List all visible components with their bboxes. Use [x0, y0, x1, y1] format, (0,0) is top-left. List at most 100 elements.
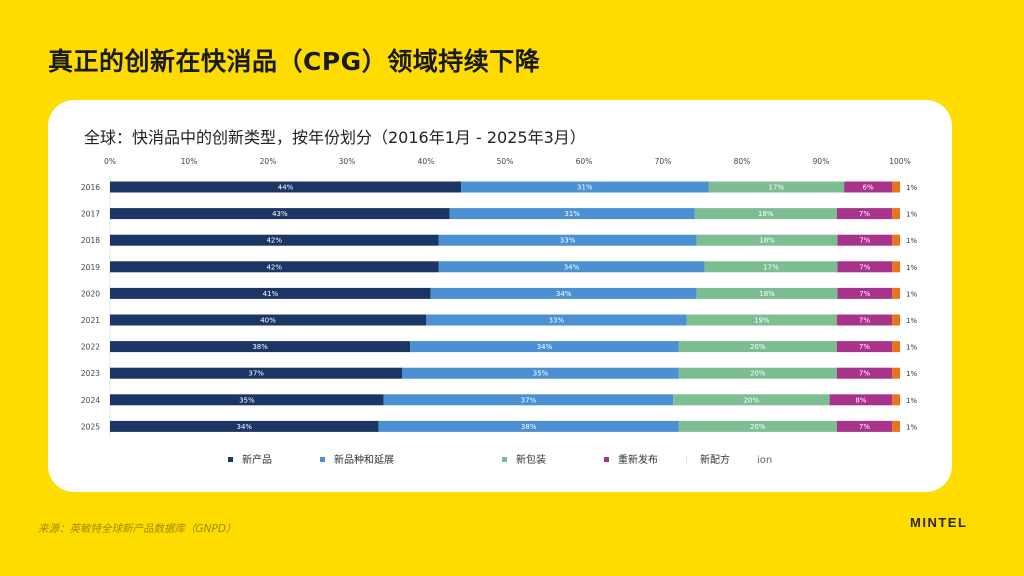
bar-segment [402, 367, 679, 379]
bar-segment [836, 420, 893, 432]
bar-segment [892, 394, 900, 406]
data-label: 1% [906, 423, 917, 431]
bar-segment [110, 208, 450, 220]
chart-title: 全球：快消品中的创新类型，按年份划分（2016年1月 - 2025年3月） [84, 128, 586, 147]
y-tick-label: 2019 [81, 263, 100, 272]
data-label: 7% [859, 370, 870, 378]
legend-label: 新包装 [516, 453, 546, 466]
page-title: 真正的创新在快消品（CPG）领域持续下降 [48, 47, 541, 76]
bar-segment [892, 181, 900, 193]
data-label: 18% [759, 290, 775, 298]
data-label: 18% [759, 237, 775, 245]
data-label: 17% [769, 184, 785, 192]
data-label: 7% [859, 423, 870, 431]
legend-swatch [228, 457, 233, 462]
x-axis-ticks: 0% 10% 20% 30% 40% 50% 60% 70% 80% 90% 100% [104, 157, 911, 166]
data-label: 7% [859, 343, 870, 351]
data-label: 35% [239, 396, 255, 404]
bar-segment [892, 287, 900, 299]
bar-segment [837, 287, 893, 299]
bar-segment [378, 420, 679, 432]
bar-segment [836, 314, 893, 326]
legend-label: 重新发布 [618, 453, 658, 466]
data-label: 1% [906, 264, 917, 272]
bar-segment [844, 181, 893, 193]
data-label: 6% [863, 184, 874, 192]
data-label: 7% [859, 263, 870, 271]
legend-swatch [604, 457, 609, 462]
bar-segment [836, 341, 893, 353]
bar-segment [461, 181, 709, 193]
data-label: 18% [758, 210, 774, 218]
data-label: 1% [906, 237, 917, 245]
y-axis-labels: 2016 2017 2018 2019 2020 2021 2022 2023 2024 2025 [81, 183, 100, 431]
bar-segment [110, 341, 411, 353]
data-label: 7% [859, 290, 870, 298]
x-tick-label: 40% [418, 157, 435, 166]
data-label: 1% [906, 184, 917, 192]
x-tick-label: 90% [813, 157, 830, 166]
bar-segment [678, 367, 837, 379]
bar-segment [892, 314, 900, 326]
bar-segment [678, 420, 837, 432]
bar-segment [673, 394, 830, 406]
bar-segment [696, 287, 838, 299]
legend-label: 新品种和延展 [334, 453, 394, 466]
bar-segment [694, 208, 837, 220]
bar-segment [678, 341, 837, 353]
data-label: 8% [855, 396, 866, 404]
y-tick-label: 2022 [81, 343, 100, 352]
legend-swatch [502, 457, 507, 462]
data-label: 1% [906, 370, 917, 378]
y-tick-label: 2018 [81, 236, 100, 245]
data-label: 37% [521, 396, 537, 404]
x-tick-label: 0% [104, 157, 116, 166]
source-note: 来源：英敏特全球新产品数据库（GNPD） [38, 523, 237, 535]
data-label: 38% [252, 343, 268, 351]
data-label: 33% [560, 237, 576, 245]
bar-segment [110, 394, 384, 406]
data-label: 1% [906, 290, 917, 298]
y-tick-label: 2017 [81, 210, 100, 219]
legend: 新产品 新品种和延展 新包装 重新发布 新配方 ion [228, 453, 772, 466]
bar-segment [449, 208, 695, 220]
data-label: 42% [266, 263, 282, 271]
legend-swatch [686, 456, 687, 463]
bar-segment [708, 181, 845, 193]
data-label: 31% [577, 184, 593, 192]
x-tick-label: 50% [497, 157, 514, 166]
bar-segment [110, 367, 403, 379]
bar-segment [704, 261, 838, 273]
bar-segment [383, 394, 674, 406]
legend-swatch [320, 457, 325, 462]
data-label: 7% [859, 237, 870, 245]
legend-extra-text: ion [757, 455, 772, 466]
bar-segment [829, 394, 893, 406]
bar-segment [892, 234, 900, 246]
x-tick-label: 60% [576, 157, 593, 166]
x-tick-label: 80% [734, 157, 751, 166]
bar-segment [892, 367, 900, 379]
bar-segment [892, 261, 900, 273]
y-tick-label: 2021 [81, 316, 100, 325]
legend-label: 新产品 [242, 453, 272, 466]
x-tick-label: 10% [181, 157, 198, 166]
bar-segment [686, 314, 837, 326]
bar-segment [892, 341, 900, 353]
brand-logo: MINTEL [910, 515, 968, 530]
data-label: 1% [906, 344, 917, 352]
data-label: 7% [859, 210, 870, 218]
bar-segment [696, 234, 838, 246]
data-label: 38% [521, 423, 537, 431]
data-label: 7% [859, 317, 870, 325]
y-tick-label: 2025 [81, 422, 100, 431]
bar-segment [438, 261, 705, 273]
y-tick-label: 2016 [81, 183, 100, 192]
data-label: 34% [237, 423, 253, 431]
x-tick-label: 100% [889, 157, 910, 166]
data-label: 31% [564, 210, 580, 218]
data-label: 1% [906, 211, 917, 219]
bar-segment [410, 341, 679, 353]
y-tick-label: 2020 [81, 289, 100, 298]
